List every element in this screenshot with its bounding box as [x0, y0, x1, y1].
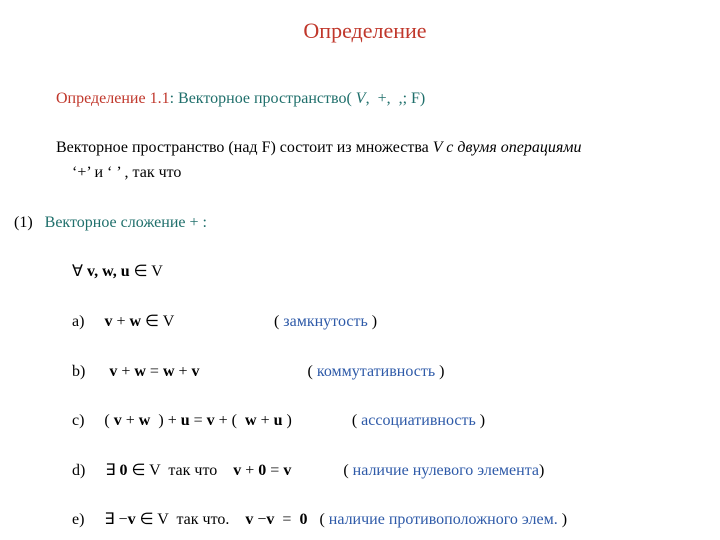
b-lab: b) — [72, 363, 109, 380]
def-V: V — [356, 90, 366, 107]
d-V: V — [149, 462, 160, 479]
a-plus: + — [112, 313, 129, 330]
e-in: ∈ — [136, 511, 158, 528]
c-pad: ( — [292, 412, 361, 429]
l2-V: V — [433, 139, 442, 156]
e-eq: = — [274, 511, 295, 528]
section-2: (2) Скалярное умножение : — [30, 533, 700, 540]
line-2: Векторное пространство (над F) состоит и… — [30, 112, 700, 162]
b-plus2: + — [175, 363, 192, 380]
c-u2: u — [274, 412, 283, 429]
b-eq: = — [146, 363, 163, 380]
c-v2: v — [207, 412, 215, 429]
d-pad: ( — [291, 462, 352, 479]
c-plus: + — [122, 412, 139, 429]
b-w: w — [134, 363, 146, 380]
def-text-1: Векторное пространство( — [178, 90, 356, 107]
c-eq: = — [190, 412, 207, 429]
d-eq: = — [266, 462, 283, 479]
b-plus: + — [117, 363, 134, 380]
e-lab: e) ∃ − — [72, 511, 128, 528]
def-text-2: , +, ,; F) — [366, 90, 426, 107]
e-prop: наличие противоположного элем. — [329, 511, 558, 528]
d-prop: наличие нулевого элемента — [353, 462, 539, 479]
c-close: ) — [283, 412, 292, 429]
d-in: ∈ — [127, 462, 149, 479]
l2-b: с двумя операциями — [442, 139, 581, 156]
c-v: v — [114, 412, 122, 429]
e-v: v — [128, 511, 136, 528]
section-1: (1) Векторное сложение + : — [6, 186, 700, 236]
e-minus: − — [253, 511, 266, 528]
definition-header: Определение 1.1: Векторное пространство(… — [30, 62, 700, 112]
a-w: w — [129, 313, 141, 330]
sec1-txt: Векторное сложение + : — [45, 214, 207, 231]
a-prop: замкнутость — [283, 313, 367, 330]
c-u: u — [181, 412, 190, 429]
b-prop: коммутативность — [317, 363, 435, 380]
slide-title: Определение — [30, 18, 700, 44]
def-colon: : — [170, 90, 178, 107]
e-pad: ( — [307, 511, 328, 528]
c-plus2: + ( — [215, 412, 241, 429]
a-lab: a) — [72, 313, 104, 330]
d-plus: + — [241, 462, 258, 479]
line-3: ‘+’ и ‘ ’ , так что — [30, 161, 700, 186]
fa1-d: V — [151, 263, 163, 280]
a-Vset: V — [163, 313, 174, 330]
a-pad: ( — [174, 313, 283, 330]
e-V: V — [157, 511, 168, 528]
b-end: ) — [435, 363, 444, 380]
c-w: w — [139, 412, 151, 429]
fa1-b: v, w, u — [87, 263, 130, 280]
d-txt: так что — [160, 462, 233, 479]
sec1-num: (1) — [14, 214, 45, 231]
d-lab: d) ∃ — [72, 462, 119, 479]
def-label: Определение 1.1 — [56, 90, 170, 107]
c-mid: ) + — [150, 412, 180, 429]
c-end: ) — [476, 412, 485, 429]
b-w2: w — [163, 363, 175, 380]
axiom-a: a) v + w ∈ V ( замкнутость ) — [30, 285, 700, 335]
axiom-d: d) ∃ 0 ∈ V так что v + 0 = v ( наличие н… — [30, 434, 700, 484]
b-pad: ( — [200, 363, 317, 380]
forall-1: ∀ v, w, u ∈ V — [30, 236, 700, 286]
d-end: ) — [539, 462, 544, 479]
a-in: ∈ — [141, 313, 163, 330]
axiom-b: b) v + w = w + v ( коммутативность ) — [30, 335, 700, 385]
e-txt: так что. — [168, 511, 245, 528]
l2-a: Векторное пространство (над F) состоит и… — [56, 139, 433, 156]
b-v2: v — [192, 363, 200, 380]
axiom-c: c) ( v + w ) + u = v + ( w + u ) ( ассоц… — [30, 384, 700, 434]
e-end: ) — [558, 511, 567, 528]
c-w2: w — [241, 412, 257, 429]
a-end: ) — [368, 313, 377, 330]
fa1-c: ∈ — [130, 263, 152, 280]
axiom-e: e) ∃ −v ∈ V так что. v −v = 0 ( наличие … — [30, 484, 700, 534]
e-zero: 0 — [295, 511, 307, 528]
c-lab: c) ( — [72, 412, 114, 429]
c-prop: ассоциативность — [361, 412, 476, 429]
c-plus3: + — [257, 412, 274, 429]
fa1-a: ∀ — [72, 263, 87, 280]
